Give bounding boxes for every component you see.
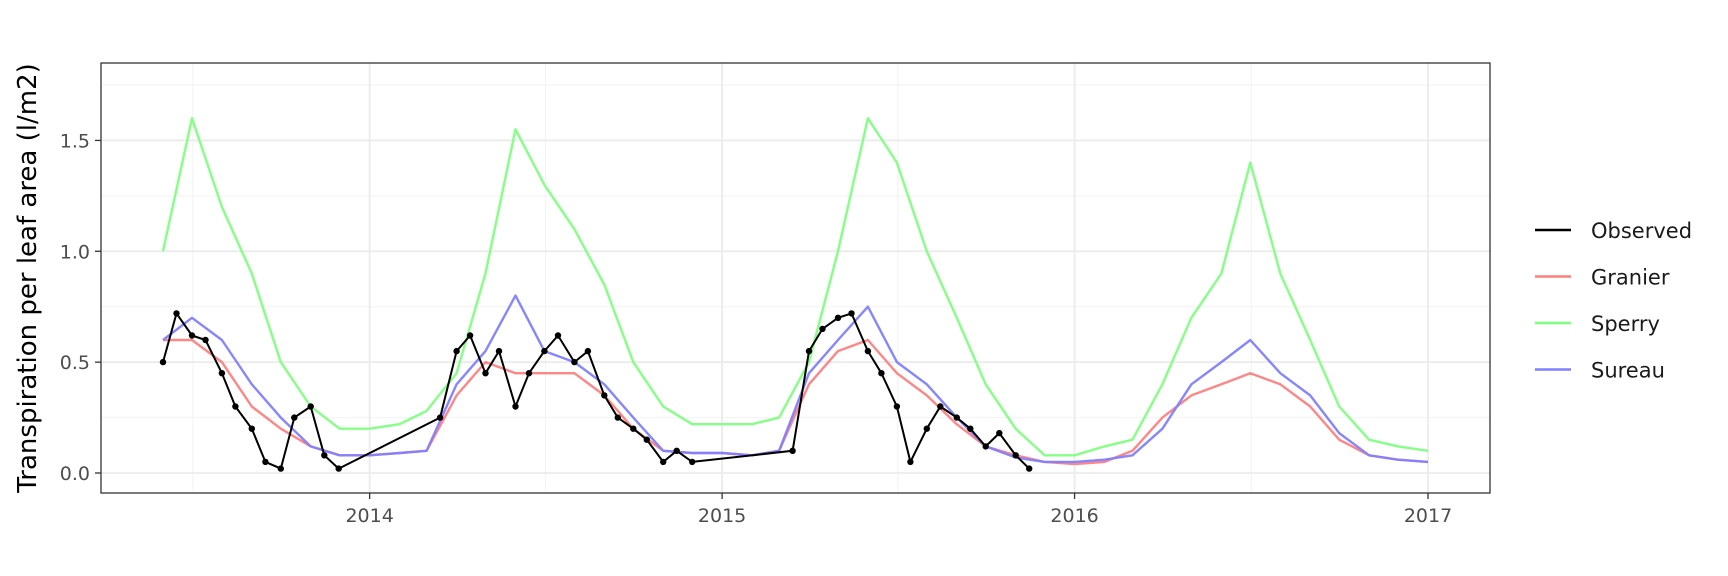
legend-label-sperry: Sperry: [1591, 312, 1660, 336]
y-axis: 0.0 0.5 1.0 1.5: [60, 130, 101, 485]
panel-background: [101, 63, 1490, 493]
observed-point: [495, 347, 503, 355]
x-tick-label: 2014: [345, 505, 393, 527]
legend: Observed Granier Sperry Sureau: [1535, 219, 1692, 383]
series-line-sperry: [161, 117, 1429, 457]
y-axis-title: Transpiration per leaf area (l/m2): [13, 63, 43, 494]
observed-point: [967, 425, 974, 432]
observed-point: [789, 447, 796, 454]
observed-point: [643, 436, 650, 443]
observed-point: [878, 370, 885, 377]
legend-label-granier: Granier: [1591, 266, 1670, 290]
observed-point: [584, 347, 592, 355]
observed-point: [864, 347, 872, 355]
y-tick-label: 0.0: [60, 463, 90, 485]
x-tick-label: 2017: [1404, 505, 1452, 527]
observed-point: [630, 425, 637, 432]
observed-point: [907, 458, 914, 466]
observed-point: [541, 347, 548, 355]
x-axis: 2014 2015 2016 2017: [345, 493, 1452, 527]
observed-point: [848, 310, 855, 317]
observed-point: [466, 332, 474, 339]
observed-point: [218, 370, 226, 377]
observed-point: [453, 347, 460, 355]
observed-point: [173, 310, 180, 317]
observed-point: [673, 447, 680, 454]
observed-point: [307, 403, 314, 410]
observed-point: [248, 425, 255, 432]
x-tick-label: 2015: [698, 505, 746, 527]
observed-point: [335, 465, 342, 472]
observed-point: [923, 425, 930, 432]
observed-point: [321, 452, 328, 459]
observed-point: [601, 392, 608, 399]
observed-point: [571, 358, 578, 366]
observed-point: [188, 332, 196, 339]
observed-point: [660, 458, 667, 466]
observed-point: [482, 370, 489, 377]
observed-point: [262, 458, 269, 466]
observed-point: [689, 458, 696, 466]
legend-label-sureau: Sureau: [1591, 359, 1665, 383]
observed-point: [1012, 452, 1019, 459]
observed-point: [982, 443, 989, 450]
series-line-sureau: [162, 294, 1429, 464]
observed-point: [159, 358, 167, 366]
observed-point: [291, 414, 298, 421]
observed-point: [996, 429, 1003, 437]
panel-border: [100, 62, 1491, 494]
observed-point: [1026, 465, 1033, 472]
observed-point: [277, 465, 284, 472]
y-tick-label: 0.5: [60, 352, 90, 374]
observed-point: [953, 414, 960, 421]
observed-points: [159, 310, 1033, 472]
observed-point: [525, 370, 533, 377]
y-tick-label: 1.5: [60, 130, 90, 152]
grid: [101, 63, 1490, 493]
plot-panel: [100, 62, 1491, 494]
observed-point: [614, 414, 621, 421]
observed-point: [436, 414, 444, 421]
observed-point: [819, 325, 826, 333]
observed-point: [232, 403, 239, 410]
observed-point: [554, 332, 562, 339]
x-tick-label: 2016: [1050, 505, 1098, 527]
observed-point: [512, 403, 519, 410]
observed-point: [834, 314, 842, 321]
y-tick-label: 1.0: [60, 241, 90, 263]
observed-point: [202, 336, 209, 344]
legend-label-observed: Observed: [1591, 219, 1692, 243]
observed-point: [937, 403, 944, 410]
observed-point: [893, 403, 901, 410]
observed-point: [805, 347, 813, 355]
